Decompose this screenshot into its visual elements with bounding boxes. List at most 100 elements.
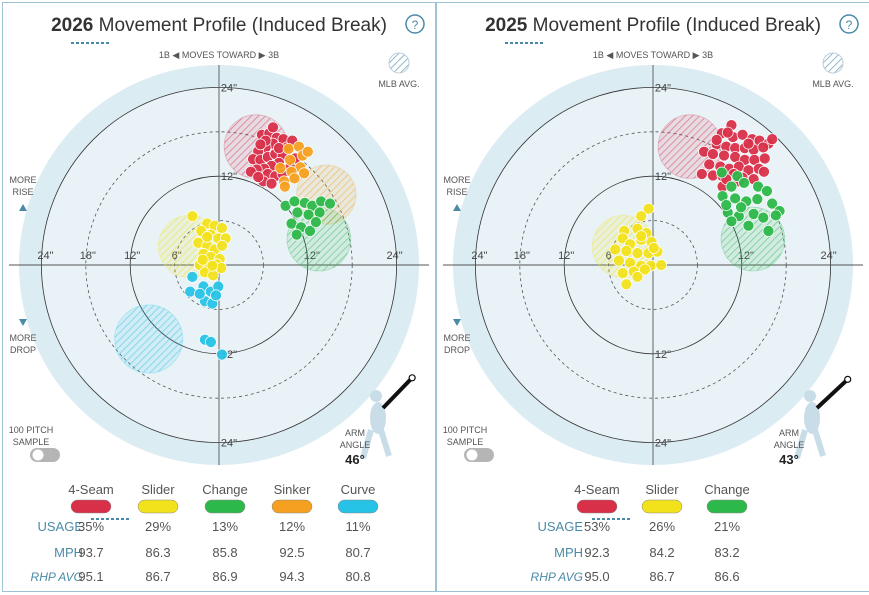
mph-value: 80.7 <box>345 545 370 560</box>
more-drop-label: DROP <box>444 345 470 355</box>
pitcher-head-icon <box>804 390 816 402</box>
help-icon-glyph: ? <box>846 18 853 32</box>
down-arrow-icon <box>19 319 27 326</box>
ring-label-l18: 18" <box>80 250 96 262</box>
row-label: MPH <box>554 545 583 560</box>
pitch-color-pill[interactable] <box>706 499 748 514</box>
pitch-point-change <box>762 225 775 237</box>
pitch-name: Change <box>202 482 248 497</box>
title-text: Movement Profile (Induced Break) <box>527 15 821 36</box>
arm-angle-line-icon <box>815 377 850 410</box>
pitch-color-pill[interactable] <box>641 499 683 514</box>
pitch-point-slider <box>642 202 655 215</box>
pitch-point-change <box>769 209 782 222</box>
rhp-avg-value: 86.7 <box>145 569 170 584</box>
ball-icon <box>844 375 852 383</box>
pitch-point-change <box>725 215 738 228</box>
pitch-point-slider <box>186 210 199 223</box>
pitch-point-curve <box>210 289 222 302</box>
pitch-point-slider <box>635 210 648 223</box>
pitch-color-pill[interactable] <box>576 499 618 514</box>
usage-value: 35% <box>78 519 104 534</box>
rhp-avg-value: 95.0 <box>584 569 609 584</box>
ring-label-r24: 24" <box>821 250 837 262</box>
pitch-point-sinker <box>298 167 310 180</box>
pitch-color-pill[interactable] <box>204 499 246 514</box>
mph-value: 93.7 <box>78 545 103 560</box>
sample-toggle-knob <box>466 449 478 461</box>
pitch-name: Slider <box>141 482 175 497</box>
ring-label-bot24: 24" <box>655 438 671 450</box>
pitch-point-slider <box>631 270 644 283</box>
sample-label: 100 PITCH <box>443 425 488 435</box>
pitch-point-curve <box>184 285 196 298</box>
mlb-avg-icon <box>388 52 410 74</box>
pitch-point-4-seam <box>718 149 730 162</box>
ring-label-top24: 24" <box>655 82 671 94</box>
pitch-point-4-seam <box>742 137 755 150</box>
pitch-point-sinker <box>284 154 296 166</box>
pitch-point-curve <box>216 348 228 361</box>
help-icon[interactable] <box>405 14 425 34</box>
pitch-point-change <box>324 197 336 210</box>
pitch-point-sinker <box>274 162 287 174</box>
ring-label-l18: 18" <box>514 250 530 262</box>
ring-label-l24: 24" <box>471 250 487 262</box>
pitch-point-4-seam <box>252 171 265 183</box>
pitch-point-4-seam <box>766 133 778 146</box>
pitch-point-change <box>310 216 322 228</box>
pitch-color-pill[interactable] <box>70 499 112 514</box>
help-icon-glyph: ? <box>412 18 419 32</box>
mlb-avg-icon <box>822 52 844 74</box>
pitch-name: Sinker <box>274 482 312 497</box>
pitch-point-slider <box>639 263 651 276</box>
ring-label-l12: 12" <box>558 250 574 262</box>
up-arrow-icon <box>453 204 461 211</box>
panel-2025: 2025 Movement Profile (Induced Break)? 1B… <box>436 2 869 592</box>
moves-toward-label: 1B ◀ MOVES TOWARD ▶ 3B <box>159 50 279 60</box>
pitcher-figure-icon <box>794 375 852 459</box>
pitch-point-slider <box>620 245 633 257</box>
pitch-point-slider <box>631 247 644 260</box>
row-label: RHP AVG <box>531 570 583 584</box>
pitch-point-4-seam <box>265 177 278 190</box>
ring-label-top12: 12" <box>655 171 671 183</box>
arm-angle-label: ANGLE <box>774 440 805 450</box>
down-arrow-icon <box>453 319 461 326</box>
help-icon[interactable] <box>839 14 859 34</box>
pitch-point-4-seam <box>707 148 719 160</box>
ring-label-top24: 24" <box>221 82 237 94</box>
usage-value: 13% <box>212 519 238 534</box>
pitch-name: Curve <box>341 482 376 497</box>
arm-angle-label: ARM <box>345 428 365 438</box>
rhp-avg-value: 86.6 <box>714 569 739 584</box>
row-label: RHP AVG <box>31 570 83 584</box>
pitch-point-curve <box>193 288 206 300</box>
pitch-point-sinker <box>279 180 291 193</box>
ring-label-bot24: 24" <box>221 438 237 450</box>
pitch-color-pill[interactable] <box>271 499 313 514</box>
row-label: USAGE <box>537 519 583 534</box>
pitch-color-pill[interactable] <box>337 499 379 514</box>
row-label: USAGE <box>37 519 83 534</box>
pitch-point-slider <box>616 267 629 279</box>
pitch-point-change <box>751 193 764 205</box>
usage-value: 12% <box>279 519 305 534</box>
mlb-avg-label: MLB AVG. <box>812 79 853 89</box>
pitch-point-change <box>720 199 733 211</box>
pitcher-head-icon <box>370 390 382 402</box>
pitch-point-4-seam <box>267 121 279 134</box>
pitch-point-change <box>738 177 750 189</box>
pitch-color-pill[interactable] <box>137 499 179 514</box>
arm-angle-value: 43° <box>779 452 799 467</box>
pitch-point-slider <box>635 230 648 242</box>
pitch-point-slider <box>201 231 214 243</box>
more-rise-label: RISE <box>446 187 467 197</box>
mph-value: 92.3 <box>584 545 609 560</box>
pitch-point-change <box>729 192 741 205</box>
more-drop-label: MORE <box>444 333 471 343</box>
pitch-point-4-seam <box>736 128 749 141</box>
arm-angle-value: 46° <box>345 452 365 467</box>
pitch-point-curve <box>186 270 199 283</box>
mph-value: 84.2 <box>649 545 674 560</box>
